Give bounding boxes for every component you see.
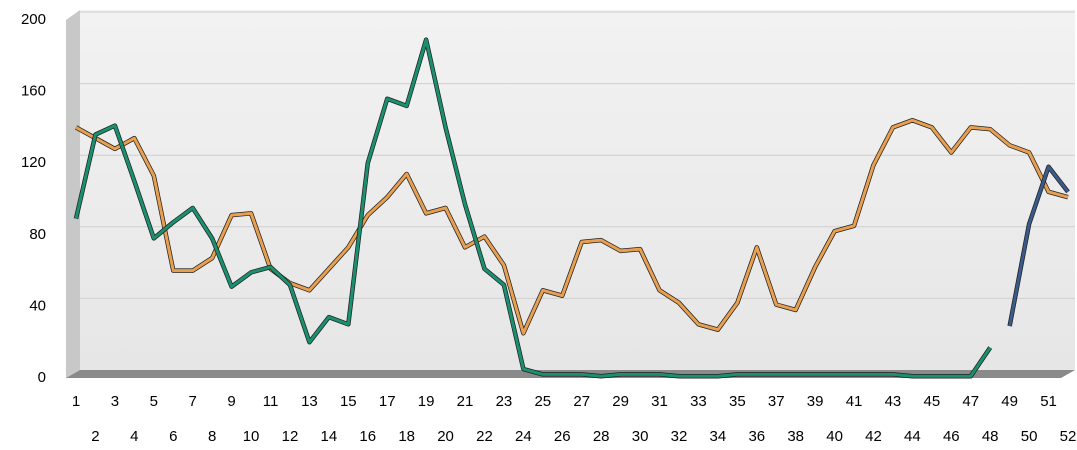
x-tick-label: 12: [282, 428, 299, 445]
x-tick-label: 1: [72, 393, 80, 410]
x-tick-label: 28: [593, 428, 610, 445]
x-tick-label: 2: [91, 428, 99, 445]
x-tick-label: 6: [169, 428, 177, 445]
x-tick-label: 20: [437, 428, 454, 445]
x-tick-label: 52: [1060, 428, 1077, 445]
y-tick-label: 160: [21, 83, 46, 100]
x-tick-label: 7: [189, 393, 197, 410]
x-tick-label: 33: [690, 393, 707, 410]
x-tick-label: 8: [208, 428, 216, 445]
x-tick-label: 49: [1001, 393, 1018, 410]
x-tick-label: 4: [130, 428, 138, 445]
x-tick-label: 38: [787, 428, 804, 445]
x-tick-label: 50: [1021, 428, 1038, 445]
x-tick-label: 16: [359, 428, 376, 445]
x-tick-label: 35: [729, 393, 746, 410]
side-wall: [66, 10, 80, 378]
x-tick-label: 44: [904, 428, 921, 445]
back-wall: [80, 10, 1075, 370]
x-tick-label: 36: [748, 428, 765, 445]
series-line: [74, 38, 992, 378]
y-tick-label: 80: [29, 226, 46, 243]
x-tick-label: 11: [263, 393, 279, 410]
x-tick-label: 15: [340, 393, 357, 410]
x-tick-label: 10: [243, 428, 260, 445]
x-tick-label: 24: [515, 428, 532, 445]
x-tick-label: 32: [671, 428, 688, 445]
x-tick-label: 21: [457, 393, 474, 410]
x-tick-label: 22: [476, 428, 493, 445]
x-tick-label: 13: [301, 393, 318, 410]
x-tick-label: 26: [554, 428, 571, 445]
series-line: [75, 118, 1069, 335]
x-tick-label: 23: [496, 393, 513, 410]
x-tick-label: 25: [534, 393, 551, 410]
x-tick-label: 18: [398, 428, 415, 445]
series-line: [1008, 165, 1070, 327]
x-tick-label: 34: [710, 428, 727, 445]
y-tick-label: 120: [21, 154, 46, 171]
y-tick-label: 200: [21, 11, 46, 28]
x-tick-label: 17: [379, 393, 396, 410]
x-tick-label: 40: [826, 428, 843, 445]
x-tick-label: 42: [865, 428, 882, 445]
y-tick-label: 40: [29, 297, 46, 314]
x-tick-label: 46: [943, 428, 960, 445]
x-tick-label: 3: [111, 393, 119, 410]
x-tick-label: 30: [632, 428, 649, 445]
x-tick-label: 39: [807, 393, 824, 410]
x-tick-label: 47: [962, 393, 979, 410]
x-tick-label: 19: [418, 393, 435, 410]
x-tick-label: 31: [651, 393, 668, 410]
x-tick-label: 45: [923, 393, 940, 410]
x-tick-label: 41: [846, 393, 863, 410]
x-tick-label: 29: [612, 393, 629, 410]
x-tick-label: 37: [768, 393, 785, 410]
x-tick-label: 14: [321, 428, 338, 445]
x-tick-label: 9: [227, 393, 235, 410]
x-tick-label: 27: [573, 393, 590, 410]
x-tick-label: 5: [150, 393, 158, 410]
x-tick-label: 43: [885, 393, 902, 410]
x-tick-label: 48: [982, 428, 999, 445]
x-tick-label: 51: [1040, 393, 1057, 410]
y-tick-label: 0: [38, 369, 46, 386]
